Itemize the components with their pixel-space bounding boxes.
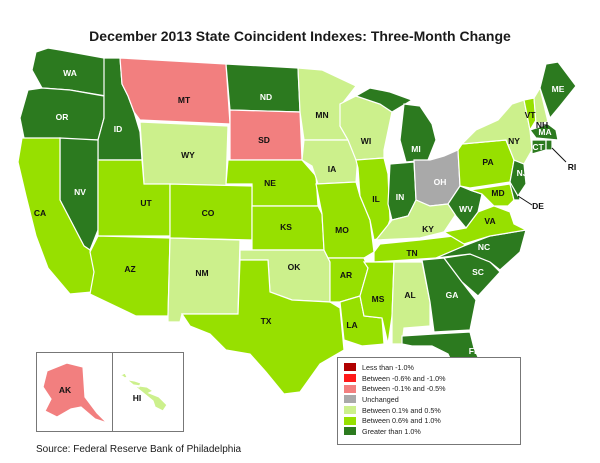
state-me[interactable] bbox=[539, 61, 577, 120]
label-co: CO bbox=[202, 208, 215, 218]
label-wy: WY bbox=[181, 150, 195, 160]
label-md: MD bbox=[491, 188, 504, 198]
state-nh[interactable] bbox=[533, 86, 549, 125]
label-wa: WA bbox=[63, 68, 77, 78]
label-va: VA bbox=[484, 216, 495, 226]
label-mn: MN bbox=[315, 110, 328, 120]
label-mo: MO bbox=[335, 225, 349, 235]
legend-item: Less than -1.0% bbox=[344, 362, 514, 373]
state-mo[interactable] bbox=[315, 181, 375, 259]
label-id: ID bbox=[114, 124, 123, 134]
label-ny: NY bbox=[508, 136, 520, 146]
legend-label: Between -0.1% and -0.5% bbox=[362, 384, 446, 394]
label-fl: FL bbox=[469, 346, 479, 356]
label-ia: IA bbox=[328, 164, 337, 174]
legend-item: Between -0.1% and -0.5% bbox=[344, 383, 514, 394]
legend-swatch-p06-p10 bbox=[344, 416, 356, 425]
label-ct: CT bbox=[532, 142, 544, 152]
legend-swatch-neg01-neg05 bbox=[344, 384, 356, 393]
label-ak: AK bbox=[59, 385, 72, 395]
label-ks: KS bbox=[280, 222, 292, 232]
label-ar: AR bbox=[340, 270, 352, 280]
label-pa: PA bbox=[482, 157, 493, 167]
state-ky[interactable] bbox=[374, 199, 457, 241]
leader-line-ri bbox=[551, 147, 567, 163]
legend-swatch-p01-p05 bbox=[344, 406, 356, 415]
legend-swatch-neg06-neg10 bbox=[344, 374, 356, 383]
label-sd: SD bbox=[258, 135, 270, 145]
state-mi-lower[interactable] bbox=[399, 103, 437, 163]
legend-item: Between -0.6% and -1.0% bbox=[344, 373, 514, 384]
state-mt[interactable] bbox=[119, 57, 231, 125]
label-nd: ND bbox=[260, 92, 272, 102]
legend-label: Between -0.6% and -1.0% bbox=[362, 373, 446, 383]
state-ri[interactable] bbox=[545, 139, 553, 151]
legend-item: Unchanged bbox=[344, 394, 514, 405]
label-ma: MA bbox=[538, 127, 551, 137]
label-mt: MT bbox=[178, 95, 191, 105]
legend-swatch-lt-neg1 bbox=[344, 363, 356, 372]
label-or: OR bbox=[56, 112, 69, 122]
label-nv: NV bbox=[74, 187, 86, 197]
label-ga: GA bbox=[446, 290, 459, 300]
hawaii-inset: HI bbox=[112, 352, 184, 432]
label-nm: NM bbox=[195, 268, 208, 278]
label-nj: NJ bbox=[517, 168, 528, 178]
label-vt: VT bbox=[525, 110, 537, 120]
label-ri: RI bbox=[568, 162, 577, 172]
label-il: IL bbox=[372, 194, 380, 204]
map-title: December 2013 State Coincident Indexes: … bbox=[89, 28, 511, 44]
label-az: AZ bbox=[124, 264, 135, 274]
label-ky: KY bbox=[422, 224, 434, 234]
state-tx[interactable] bbox=[180, 259, 345, 395]
label-de: DE bbox=[532, 201, 544, 211]
state-az[interactable] bbox=[89, 235, 171, 317]
label-me: ME bbox=[552, 84, 565, 94]
label-al: AL bbox=[404, 290, 415, 300]
label-wi: WI bbox=[361, 136, 371, 146]
label-nc: NC bbox=[478, 242, 490, 252]
label-ok: OK bbox=[288, 262, 302, 272]
label-ca: CA bbox=[34, 208, 46, 218]
label-ne: NE bbox=[264, 178, 276, 188]
state-hi[interactable] bbox=[119, 372, 168, 412]
legend-item: Between 0.1% and 0.5% bbox=[344, 405, 514, 416]
state-mi-upper[interactable] bbox=[354, 87, 414, 113]
label-sc: SC bbox=[472, 267, 484, 277]
state-ma[interactable] bbox=[529, 123, 559, 141]
legend: Less than -1.0% Between -0.6% and -1.0% … bbox=[337, 357, 521, 445]
label-wv: WV bbox=[459, 204, 473, 214]
state-nc[interactable] bbox=[435, 229, 527, 271]
label-tx: TX bbox=[261, 316, 272, 326]
leader-line-de bbox=[517, 195, 533, 206]
source-note: Source: Federal Reserve Bank of Philadel… bbox=[36, 444, 242, 455]
legend-label: Between 0.6% and 1.0% bbox=[362, 416, 441, 426]
alaska-inset: AK bbox=[36, 352, 114, 432]
label-la: LA bbox=[346, 320, 357, 330]
label-ms: MS bbox=[372, 294, 385, 304]
label-nh: NH bbox=[536, 120, 548, 130]
state-nm[interactable] bbox=[167, 237, 241, 323]
label-hi: HI bbox=[133, 393, 142, 403]
label-oh: OH bbox=[434, 177, 447, 187]
label-mi: MI bbox=[411, 144, 420, 154]
legend-label: Greater than 1.0% bbox=[362, 426, 421, 436]
legend-item: Greater than 1.0% bbox=[344, 426, 514, 437]
legend-swatch-unchanged bbox=[344, 395, 356, 404]
legend-label: Less than -1.0% bbox=[362, 362, 414, 372]
label-ut: UT bbox=[140, 198, 152, 208]
legend-label: Unchanged bbox=[362, 394, 399, 404]
state-nd[interactable] bbox=[225, 63, 301, 113]
legend-label: Between 0.1% and 0.5% bbox=[362, 405, 441, 415]
legend-swatch-gt1 bbox=[344, 427, 356, 436]
label-tn: TN bbox=[406, 248, 417, 258]
state-ak[interactable] bbox=[42, 362, 108, 424]
label-in: IN bbox=[396, 192, 405, 202]
legend-item: Between 0.6% and 1.0% bbox=[344, 415, 514, 426]
